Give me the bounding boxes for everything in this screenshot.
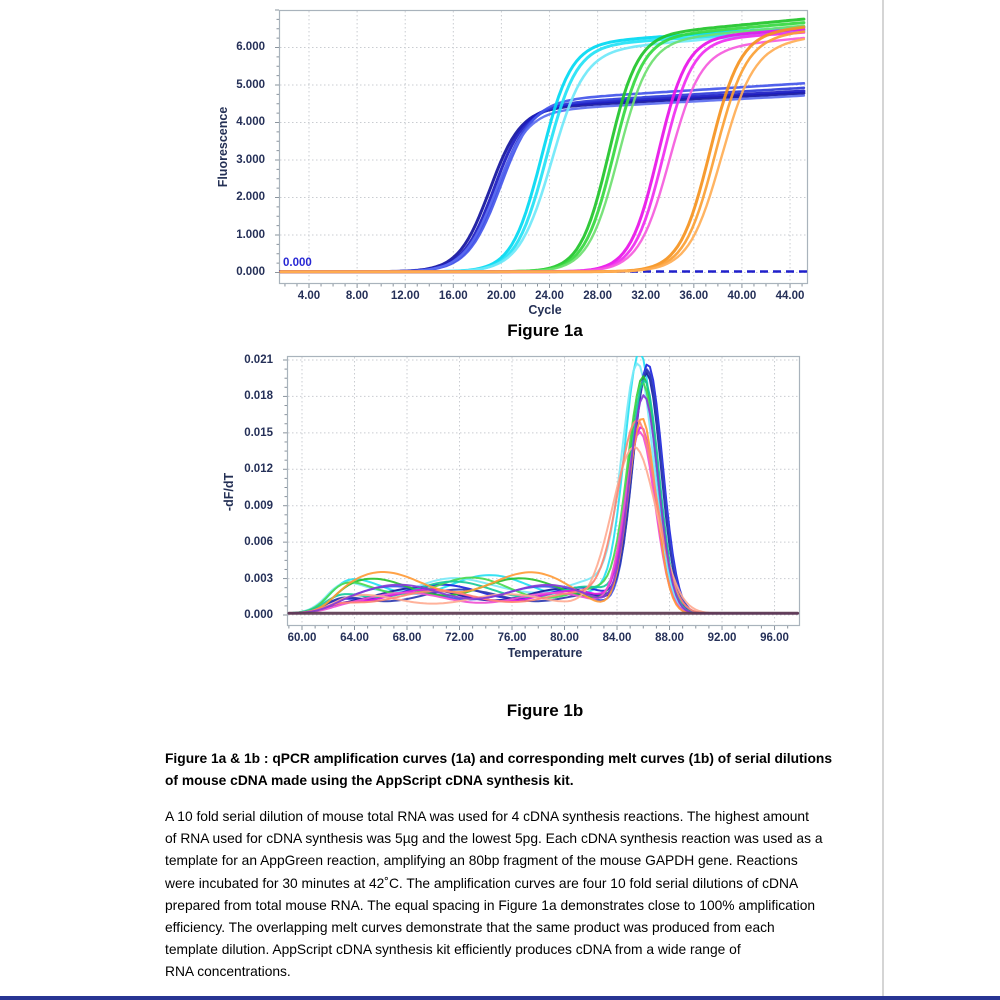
x-tick-label: 96.00 — [760, 632, 789, 644]
y-tick-label: 0.021 — [244, 353, 273, 366]
y-tick-label: 0.006 — [244, 536, 273, 549]
x-tick-label: 92.00 — [707, 632, 737, 644]
caption-body-line: template dilution. AppScript cDNA synthe… — [165, 942, 741, 958]
y-tick-label: 0.000 — [244, 608, 273, 621]
y-tick-label: 5.000 — [236, 78, 265, 91]
y-tick-label: 0.015 — [244, 426, 273, 439]
caption-body-line: A 10 fold serial dilution of mouse total… — [165, 809, 809, 824]
x-tick-label: 76.00 — [497, 632, 527, 644]
x-axis-title-cycle: Cycle — [528, 303, 562, 317]
caption-body-line: of RNA used for cDNA synthesis was 5µg a… — [165, 831, 823, 847]
x-tick-label: 72.00 — [445, 632, 474, 644]
x-tick-label: 40.00 — [727, 290, 757, 302]
x-tick-label: 16.00 — [438, 290, 468, 302]
x-tick-label: 80.00 — [550, 632, 579, 644]
caption-body-line: RNA concentrations. — [165, 964, 291, 980]
y-axis-title-fluorescence: Fluorescence — [216, 106, 230, 188]
y-tick-label: 0.018 — [244, 390, 273, 403]
x-tick-label: 20.00 — [487, 290, 516, 302]
y-tick-label: 2.000 — [236, 191, 265, 204]
x-tick-label: 60.00 — [287, 632, 317, 644]
caption-body-line: template for an AppGreen reaction, ampli… — [165, 853, 798, 869]
y-tick-label: 0.009 — [244, 499, 273, 512]
threshold-value-label: 0.000 — [283, 257, 312, 269]
x-tick-label: 8.00 — [345, 290, 369, 302]
page-edge-divider — [882, 0, 884, 1000]
caption-body-line: efficiency. The overlapping melt curves … — [165, 920, 775, 936]
y-tick-label: 6.000 — [236, 41, 265, 54]
figure-caption-body: A 10 fold serial dilution of mouse total… — [165, 806, 823, 984]
amplification-plot — [275, 9, 809, 288]
x-tick-label: 68.00 — [392, 632, 422, 644]
figure-1a-title: Figure 1a — [507, 321, 583, 340]
y-tick-label: 4.000 — [236, 116, 265, 129]
x-tick-label: 84.00 — [602, 632, 632, 644]
x-tick-label: 88.00 — [655, 632, 684, 644]
y-tick-label: 1.000 — [236, 228, 265, 241]
y-tick-label: 0.000 — [236, 266, 265, 279]
x-tick-label: 32.00 — [631, 290, 661, 302]
figure-1b-title: Figure 1b — [506, 701, 584, 720]
y-tick-label: 0.003 — [244, 572, 273, 585]
melt-plot — [283, 355, 801, 630]
x-tick-label: 12.00 — [390, 290, 420, 302]
y-tick-label: 3.000 — [236, 153, 265, 166]
x-axis-title-temperature: Temperature — [507, 646, 583, 660]
figure-caption-heading: Figure 1a & 1b : qPCR amplification curv… — [165, 748, 832, 791]
bottom-rule — [0, 996, 1000, 1000]
caption-body-line: prepared from total mouse RNA. The equal… — [165, 897, 816, 913]
x-tick-label: 24.00 — [535, 290, 564, 302]
x-tick-label: 4.00 — [297, 290, 321, 302]
x-tick-label: 36.00 — [679, 290, 709, 302]
x-tick-label: 28.00 — [583, 290, 612, 302]
y-tick-label: 0.012 — [244, 463, 273, 476]
x-tick-label: 64.00 — [340, 632, 369, 644]
x-tick-label: 44.00 — [775, 290, 805, 302]
caption-heading-line: Figure 1a & 1b : qPCR amplification curv… — [165, 751, 832, 766]
y-axis-title-dfdt: -dF/dT — [222, 472, 236, 512]
caption-body-line: were incubated for 30 minutes at 42˚C. T… — [165, 875, 799, 891]
caption-heading-line: of mouse cDNA made using the AppScript c… — [165, 772, 574, 788]
